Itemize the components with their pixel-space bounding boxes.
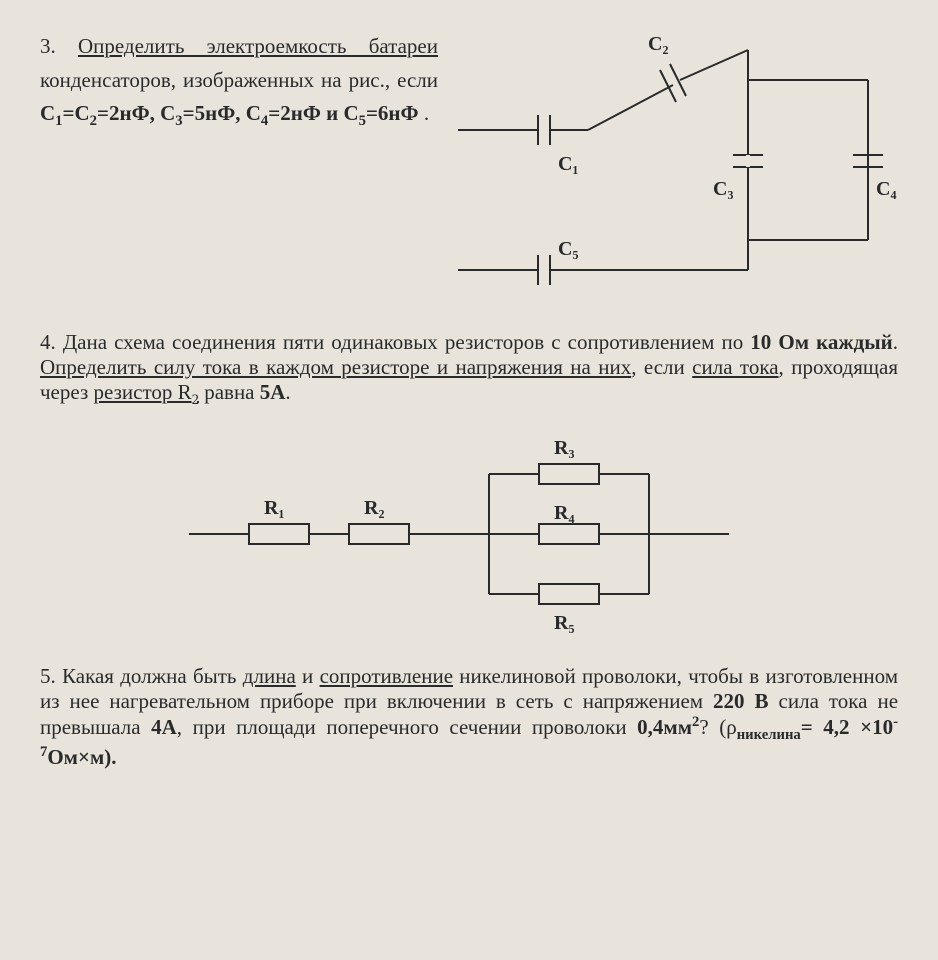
p4-t11: . — [285, 380, 290, 404]
label-r4: R₄ — [554, 502, 574, 524]
problem-3-text: 3. Определить электроемкость батареи кон… — [40, 30, 438, 300]
p5-t9: , при площади поперечного сечении провол… — [177, 715, 627, 739]
problem-5-number: 5. — [40, 664, 56, 688]
label-r1: R₁ — [264, 497, 284, 519]
problem-3-diagram: C₂ C₁ C₃ C₄ C₅ — [458, 30, 898, 300]
p5-t3: и — [302, 664, 313, 688]
problem-4: 4. Дана схема соединения пяти одинаковых… — [40, 330, 898, 634]
label-r3: R₃ — [554, 437, 574, 459]
p5-t8: 4А — [151, 715, 177, 739]
problem-4-diagram: R₁ R₂ R₃ R₄ R₅ — [40, 424, 898, 634]
p4-t10: 5А — [260, 380, 286, 404]
p5-t13: Ом×м). — [47, 745, 116, 769]
p5-t12: = 4,2 ×10 — [801, 715, 893, 739]
problem-3-number: 3. — [40, 34, 56, 58]
problem-3-given: C1=C2=2нФ, C3=5нФ, C4=2нФ и C5=6нФ — [40, 101, 424, 125]
label-r5: R₅ — [554, 612, 574, 634]
label-r2: R₂ — [364, 497, 384, 519]
label-c3: C₃ — [713, 178, 733, 200]
problem-4-number: 4. — [40, 330, 56, 354]
p4-t2: 10 Ом каждый — [750, 330, 892, 354]
p4-t1: Дана схема соединения пяти одинаковых ре… — [63, 330, 743, 354]
p4-t5: , если — [631, 355, 685, 379]
problem-3: 3. Определить электроемкость батареи кон… — [40, 30, 898, 300]
p4-t4: Определить силу тока в каждом резисторе … — [40, 355, 631, 379]
p5-t11: ? (ρ — [699, 715, 736, 739]
problem-3-text-2: конденсаторов, изображенных на рис., есл… — [40, 68, 438, 92]
problem-3-underline-1: Определить электроемкость батареи — [78, 34, 438, 58]
p5-t10: 0,4мм2 — [637, 715, 699, 739]
p4-t6: сила тока — [692, 355, 778, 379]
capacitor-circuit-svg: C₂ C₁ C₃ C₄ C₅ — [458, 30, 898, 300]
p4-t3: . — [893, 330, 898, 354]
p5-sub-nik: никелина — [737, 727, 801, 743]
p5-t1: Какая должна быть — [62, 664, 236, 688]
label-c2: C₂ — [648, 33, 668, 55]
label-c5: C₅ — [558, 238, 578, 260]
p5-t2: длина — [243, 664, 296, 688]
p5-t6: 220 В — [713, 689, 769, 713]
p4-t8: резистор R2 — [94, 380, 199, 404]
p4-t9: равна — [204, 380, 254, 404]
label-c4: C₄ — [876, 178, 896, 200]
p5-t4: сопротивление — [320, 664, 453, 688]
problem-5: 5. Какая должна быть длина и сопротивлен… — [40, 664, 898, 770]
resistor-circuit-svg: R₁ R₂ R₃ R₄ R₅ — [189, 424, 749, 634]
label-c1: C₁ — [558, 153, 578, 175]
